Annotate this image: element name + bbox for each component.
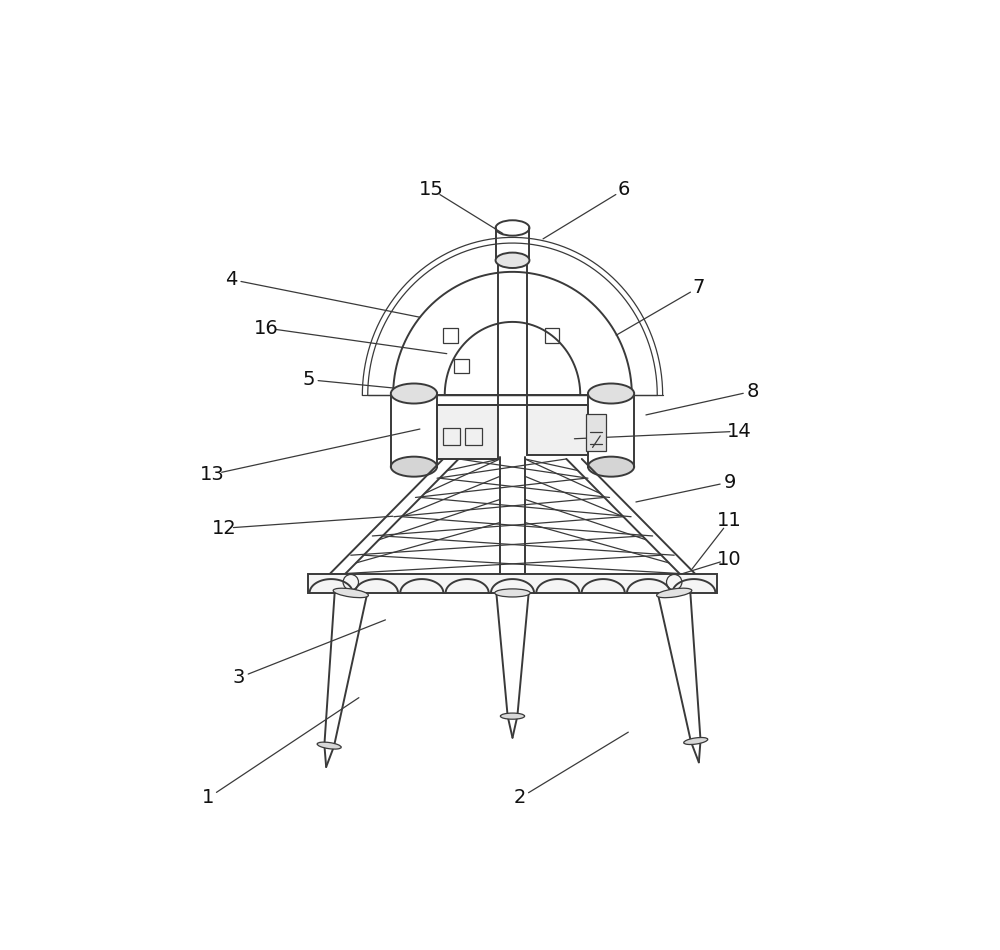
Text: 9: 9 bbox=[723, 472, 736, 491]
Text: 10: 10 bbox=[717, 549, 742, 568]
Bar bbox=[545, 328, 559, 343]
Text: 6: 6 bbox=[618, 180, 630, 199]
Text: 16: 16 bbox=[254, 318, 278, 337]
Text: 1: 1 bbox=[202, 788, 215, 808]
Ellipse shape bbox=[391, 384, 437, 404]
Text: 7: 7 bbox=[693, 277, 705, 296]
Text: 8: 8 bbox=[747, 382, 759, 401]
Ellipse shape bbox=[391, 457, 437, 477]
Ellipse shape bbox=[588, 457, 634, 477]
Text: 12: 12 bbox=[211, 519, 236, 538]
Ellipse shape bbox=[657, 588, 692, 598]
Text: 13: 13 bbox=[200, 465, 225, 484]
Ellipse shape bbox=[495, 589, 530, 597]
Text: 5: 5 bbox=[302, 370, 315, 389]
Bar bbox=[443, 328, 458, 343]
Ellipse shape bbox=[500, 713, 525, 719]
Bar bbox=[465, 428, 482, 446]
Bar bbox=[454, 359, 469, 373]
Ellipse shape bbox=[333, 588, 368, 598]
Text: 2: 2 bbox=[514, 788, 526, 808]
Bar bbox=[308, 575, 717, 593]
Ellipse shape bbox=[496, 253, 529, 268]
Text: 15: 15 bbox=[419, 180, 444, 199]
Bar bbox=[443, 428, 460, 446]
Text: 4: 4 bbox=[225, 270, 238, 289]
Text: 14: 14 bbox=[727, 422, 752, 441]
Ellipse shape bbox=[588, 384, 634, 404]
Ellipse shape bbox=[317, 742, 341, 750]
Text: 11: 11 bbox=[717, 511, 742, 530]
Bar bbox=[527, 405, 588, 455]
Text: 3: 3 bbox=[233, 668, 245, 687]
Ellipse shape bbox=[684, 737, 708, 745]
Bar bbox=[586, 414, 606, 451]
Bar bbox=[437, 405, 498, 459]
